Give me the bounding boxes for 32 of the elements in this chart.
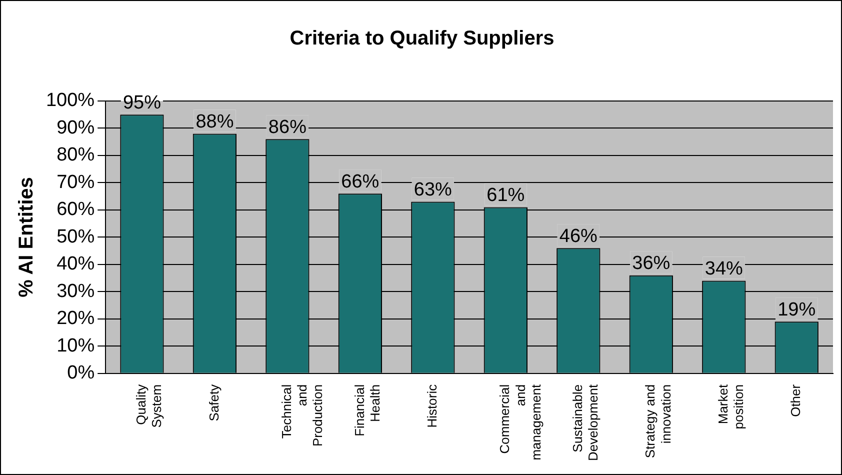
x-tick-label: Safety bbox=[206, 384, 222, 422]
y-tick-label: 70% bbox=[56, 172, 95, 193]
y-tick-label: 60% bbox=[56, 199, 95, 220]
x-tick-label: Strategy and innovation bbox=[642, 384, 674, 458]
y-tick-label: 80% bbox=[56, 144, 95, 166]
y-tick-label: 20% bbox=[56, 308, 95, 330]
data-label: 63% bbox=[414, 180, 452, 201]
data-label: 66% bbox=[341, 171, 380, 192]
x-tick-label: Historic bbox=[424, 384, 440, 428]
y-tick-label: 50% bbox=[56, 226, 95, 248]
data-label: 95% bbox=[122, 92, 162, 114]
x-tick-label: Commercial and management bbox=[497, 384, 544, 460]
y-tick-label: 40% bbox=[56, 254, 95, 275]
y-tick-label: 30% bbox=[56, 280, 95, 302]
y-axis-title: % AI Entities bbox=[16, 177, 38, 298]
x-tick-label: Other bbox=[788, 384, 804, 417]
data-label: 19% bbox=[778, 299, 816, 320]
data-label: 86% bbox=[268, 116, 307, 138]
y-tick-label: 10% bbox=[56, 335, 95, 356]
data-label: 46% bbox=[559, 226, 598, 247]
x-tick-label: Technical and Production bbox=[279, 384, 326, 447]
y-tick-label: 100% bbox=[46, 90, 95, 112]
y-tick-label: 90% bbox=[56, 117, 95, 138]
x-tick-label: Quality System bbox=[134, 384, 164, 428]
data-label: 88% bbox=[196, 111, 234, 132]
data-label: 36% bbox=[632, 253, 670, 274]
chart-title: Criteria to Qualify Suppliers bbox=[290, 28, 554, 50]
x-tick-label: Financial Health bbox=[352, 384, 382, 436]
y-tick-label: 0% bbox=[67, 362, 95, 384]
data-label: 61% bbox=[486, 184, 525, 206]
x-tick-label: Market position bbox=[715, 384, 746, 430]
data-label: 34% bbox=[704, 258, 744, 280]
